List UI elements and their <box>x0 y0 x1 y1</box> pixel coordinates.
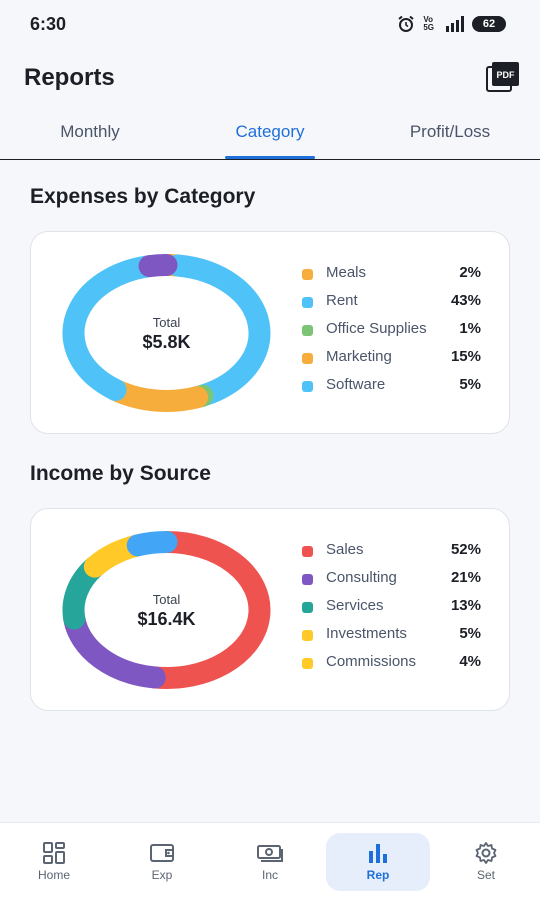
expenses-donut-chart: Total $5.8K <box>59 252 274 414</box>
legend-item: Consulting 21% <box>301 567 481 595</box>
status-bar: 6:30 Vo 5G 62 <box>0 0 540 50</box>
income-section-title: Income by Source <box>30 462 211 485</box>
network-type-icon: Vo 5G <box>423 15 434 32</box>
tab-profit-loss[interactable]: Profit/Loss <box>409 122 491 141</box>
legend-item: Sales 52% <box>301 539 481 567</box>
expenses-donut-svg <box>62 254 271 412</box>
legend-item: Office Supplies 1% <box>301 318 481 346</box>
donut-segment-marketing <box>104 378 209 412</box>
nav-income-label: Inc <box>261 868 278 882</box>
legend-item: Meals 2% <box>301 262 481 290</box>
gear-icon <box>475 842 497 864</box>
income-donut-chart: Total $16.4K <box>59 529 274 691</box>
legend-label: Investments <box>326 625 407 642</box>
nav-expenses-label: Exp <box>151 868 173 882</box>
report-tabs: Monthly Category Profit/Loss <box>0 112 540 160</box>
legend-percent: 52% <box>450 541 481 558</box>
legend-swatch <box>302 325 313 336</box>
legend-swatch <box>302 630 313 641</box>
legend-item: Rent 43% <box>301 290 481 318</box>
donut-segment-sales <box>143 531 271 689</box>
nav-expenses[interactable]: Exp <box>108 823 216 900</box>
status-time: 6:30 <box>30 14 67 34</box>
income-legend: Sales 52% Consulting 21% Services 13% In… <box>301 539 481 679</box>
income-total-label: Total <box>152 592 181 607</box>
pdf-icon-text: PDF <box>497 70 516 80</box>
income-card: Total $16.4K Sales 52% Consulting 21% Se… <box>30 508 510 711</box>
legend-swatch <box>302 602 313 613</box>
donut-segment-extra <box>138 254 178 278</box>
legend-label: Marketing <box>326 348 392 365</box>
legend-label: Office Supplies <box>326 320 427 337</box>
legend-swatch <box>302 297 313 308</box>
legend-swatch <box>302 269 313 280</box>
tab-category[interactable]: Category <box>180 112 360 159</box>
nav-home-label: Home <box>37 868 70 882</box>
bottom-navigation: Home Exp Inc Rep Set <box>0 822 540 900</box>
export-pdf-button[interactable]: PDF <box>486 62 520 92</box>
legend-label: Commissions <box>326 653 417 670</box>
legend-percent: 2% <box>459 264 481 281</box>
legend-percent: 4% <box>459 653 481 670</box>
legend-item: Services 13% <box>301 595 481 623</box>
legend-label: Meals <box>326 264 367 281</box>
legend-label: Rent <box>326 292 358 309</box>
page-title: Reports <box>24 64 115 91</box>
legend-swatch <box>302 546 313 557</box>
nav-settings-label: Set <box>476 868 495 882</box>
legend-label: Consulting <box>326 569 397 586</box>
expenses-section-title: Expenses by Category <box>30 185 256 208</box>
legend-swatch <box>302 353 313 364</box>
expenses-legend: Meals 2% Rent 43% Office Supplies 1% Mar… <box>301 262 481 402</box>
legend-item: Software 5% <box>301 374 481 402</box>
expenses-total-value: $5.8K <box>142 332 191 352</box>
legend-percent: 43% <box>450 292 481 309</box>
nav-reports-label: Rep <box>366 868 390 882</box>
expenses-total-label: Total <box>152 315 181 330</box>
legend-label: Sales <box>326 541 364 558</box>
nav-income[interactable]: Inc <box>216 823 324 900</box>
expenses-card: Total $5.8K Meals 2% Rent 43% Office Sup… <box>30 231 510 434</box>
signal-icon <box>446 16 464 32</box>
income-donut-svg <box>62 531 271 689</box>
donut-segment-consulting <box>63 607 166 689</box>
legend-swatch <box>302 658 313 669</box>
legend-percent: 21% <box>450 569 481 586</box>
cash-icon <box>257 845 283 862</box>
legend-percent: 15% <box>450 348 481 365</box>
legend-percent: 5% <box>459 625 481 642</box>
alarm-icon <box>398 15 414 32</box>
legend-percent: 13% <box>450 597 481 614</box>
legend-item: Commissions 4% <box>301 651 481 679</box>
status-icons: Vo 5G 62 <box>397 15 506 33</box>
income-total-value: $16.4K <box>137 609 196 629</box>
wallet-icon <box>150 844 174 862</box>
legend-swatch <box>302 574 313 585</box>
bar-chart-icon <box>369 844 387 863</box>
nav-home[interactable]: Home <box>0 823 108 900</box>
grid-icon <box>43 842 65 864</box>
tab-monthly[interactable]: Monthly <box>60 122 120 141</box>
battery-icon: 62 <box>472 16 506 32</box>
donut-segment-other <box>62 255 161 388</box>
donut-segment-rent <box>166 254 271 407</box>
nav-reports[interactable]: Rep <box>324 823 432 900</box>
nav-settings[interactable]: Set <box>432 823 540 900</box>
legend-item: Marketing 15% <box>301 346 481 374</box>
legend-percent: 5% <box>459 376 481 393</box>
legend-label: Services <box>326 597 384 614</box>
legend-percent: 1% <box>459 320 481 337</box>
legend-swatch <box>302 381 313 392</box>
app-bar: Reports PDF <box>0 50 540 106</box>
donut-segment-other <box>126 531 178 557</box>
legend-item: Investments 5% <box>301 623 481 651</box>
legend-label: Software <box>326 376 386 393</box>
pdf-icon: PDF <box>486 62 519 92</box>
